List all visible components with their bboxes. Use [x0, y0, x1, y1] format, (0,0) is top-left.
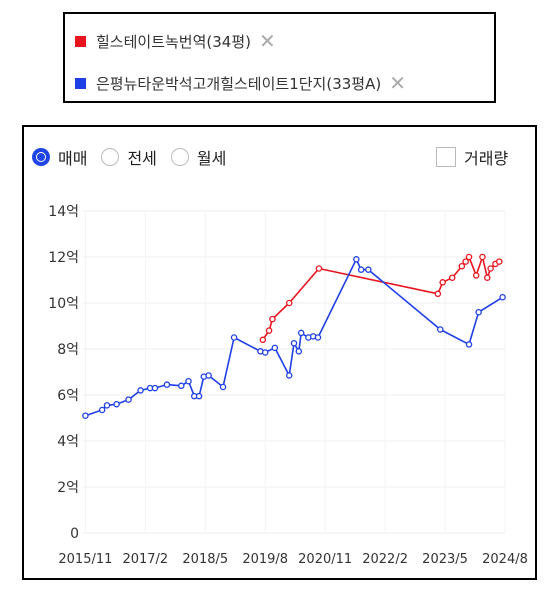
data-point [113, 400, 120, 408]
volume-label: 거래량 [464, 149, 509, 168]
series-line-2 [85, 258, 504, 417]
legend-label: 힐스테이트녹번역(34평) [96, 32, 251, 51]
data-point [163, 381, 171, 388]
radio-jeonse[interactable]: 전세 [101, 145, 157, 169]
radio-unselected-icon[interactable] [101, 148, 120, 166]
close-icon[interactable]: ✕ [389, 71, 406, 95]
data-point [261, 349, 269, 356]
data-point [178, 382, 185, 390]
radio-monthly-rent[interactable]: 월세 [170, 145, 227, 169]
data-point [499, 293, 506, 301]
close-icon[interactable]: ✕ [259, 29, 276, 53]
data-point [439, 279, 446, 286]
data-point [479, 253, 486, 261]
data-point [458, 262, 466, 270]
volume-toggle[interactable]: 거래량 [436, 145, 508, 169]
y-tick-label: 6억 [57, 388, 79, 404]
price-line-chart: 0 2억 4억 6억 8억 10억 12억 14억 2015/11 2017/2 2018/5 201… [48, 204, 528, 567]
x-tick-label: 2017/2 [122, 552, 168, 567]
x-tick-label: 2018/5 [182, 552, 228, 567]
y-tick-label: 4억 [57, 434, 79, 450]
legend-item-series2[interactable]: 은평뉴타운박석고개힐스테이트1단지(33평A) ✕ [75, 70, 406, 96]
data-point [434, 290, 442, 298]
data-point [465, 341, 473, 348]
x-tick-label: 2024/8 [482, 552, 528, 567]
data-point [365, 266, 372, 273]
data-point [82, 412, 89, 419]
data-point [462, 258, 469, 265]
y-tick-label: 10억 [48, 296, 79, 312]
data-point [475, 308, 482, 316]
data-point [271, 344, 279, 352]
data-point [230, 334, 238, 341]
data-point [285, 299, 293, 307]
y-tick-label: 12억 [48, 250, 79, 266]
data-point [353, 256, 360, 263]
series1-color-swatch [75, 35, 86, 47]
deal-type-radio-group: 매매 전세 월세 [32, 145, 240, 169]
data-point [269, 315, 276, 323]
data-point [290, 339, 298, 347]
x-tick-label: 2023/5 [422, 552, 468, 567]
data-point [265, 327, 273, 334]
y-tick-label: 2억 [57, 480, 79, 496]
x-tick-label: 2019/8 [242, 552, 288, 567]
radio-label: 전세 [127, 149, 157, 168]
legend-label: 은평뉴타운박석고개힐스테이트1단지(33평A) [96, 74, 382, 93]
data-point [465, 253, 473, 261]
data-point [437, 326, 444, 333]
data-point [448, 274, 456, 281]
y-tick-label: 14억 [48, 204, 79, 220]
data-point [219, 383, 227, 391]
radio-selected-icon[interactable] [32, 148, 50, 166]
data-point [185, 377, 192, 385]
x-tick-label: 2020/11 [298, 552, 352, 567]
data-point [137, 387, 144, 394]
radio-label: 월세 [196, 149, 227, 168]
legend-panel: 힐스테이트녹번역(34평) ✕ 은평뉴타운박석고개힐스테이트1단지(33평A) … [63, 12, 496, 103]
series2-color-swatch [75, 77, 86, 89]
radio-sale[interactable]: 매매 [32, 145, 87, 169]
legend-item-series1[interactable]: 힐스테이트녹번역(34평) ✕ [75, 28, 276, 54]
data-point [285, 372, 293, 379]
radio-unselected-icon[interactable] [170, 148, 189, 166]
data-point [357, 266, 365, 273]
y-tick-label: 8억 [57, 342, 79, 358]
volume-checkbox[interactable] [436, 147, 456, 167]
data-point [98, 406, 106, 414]
x-tick-label: 2022/2 [362, 552, 408, 567]
data-point [315, 265, 323, 272]
data-point [484, 274, 491, 281]
data-point [195, 392, 203, 400]
data-point [259, 336, 267, 344]
data-point [487, 265, 494, 272]
y-tick-label: 0 [70, 526, 79, 542]
data-point [314, 334, 322, 341]
data-point [205, 372, 212, 379]
series-line-1 [262, 256, 500, 341]
data-point [103, 402, 111, 409]
x-tick-label: 2015/11 [58, 552, 112, 567]
radio-label: 매매 [58, 149, 88, 168]
data-point [472, 272, 480, 279]
data-point [297, 329, 305, 337]
data-point [495, 258, 503, 265]
data-point [295, 348, 303, 355]
data-point [151, 384, 159, 392]
data-point [125, 396, 132, 403]
chart-panel: 매매 전세 월세 거래량 0 2억 4억 6억 8억 10억 12억 14억 2015/11 20… [22, 125, 537, 580]
